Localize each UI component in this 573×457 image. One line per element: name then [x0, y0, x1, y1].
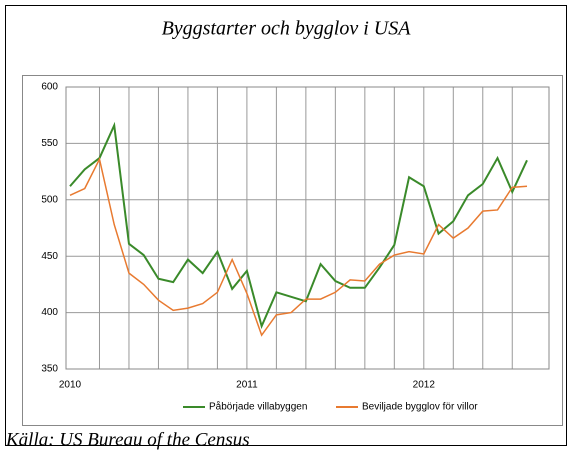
y-tick-label: 400	[41, 307, 58, 318]
y-tick-label: 500	[41, 194, 58, 205]
x-tick-label: 2010	[59, 380, 82, 391]
legend-label: Påbörjade villabyggen	[209, 401, 307, 413]
chart-frame	[22, 75, 563, 426]
plot-frame	[65, 86, 550, 370]
y-tick-label: 350	[41, 364, 58, 375]
source: Källa: US Bureau of the Census	[5, 429, 250, 450]
chart-title: Byggstarter och bygglov i USA	[162, 18, 412, 40]
outer-frame	[5, 5, 567, 446]
y-tick-label: 600	[41, 82, 58, 93]
series-line	[69, 121, 528, 330]
legend-label: Beviljade bygglov för villor	[362, 402, 478, 413]
series-line	[69, 156, 528, 337]
y-tick-label: 450	[41, 251, 58, 262]
x-tick-label: 2012	[413, 380, 436, 391]
y-tick-label: 550	[41, 138, 58, 149]
x-tick-label: 2011	[236, 380, 258, 391]
